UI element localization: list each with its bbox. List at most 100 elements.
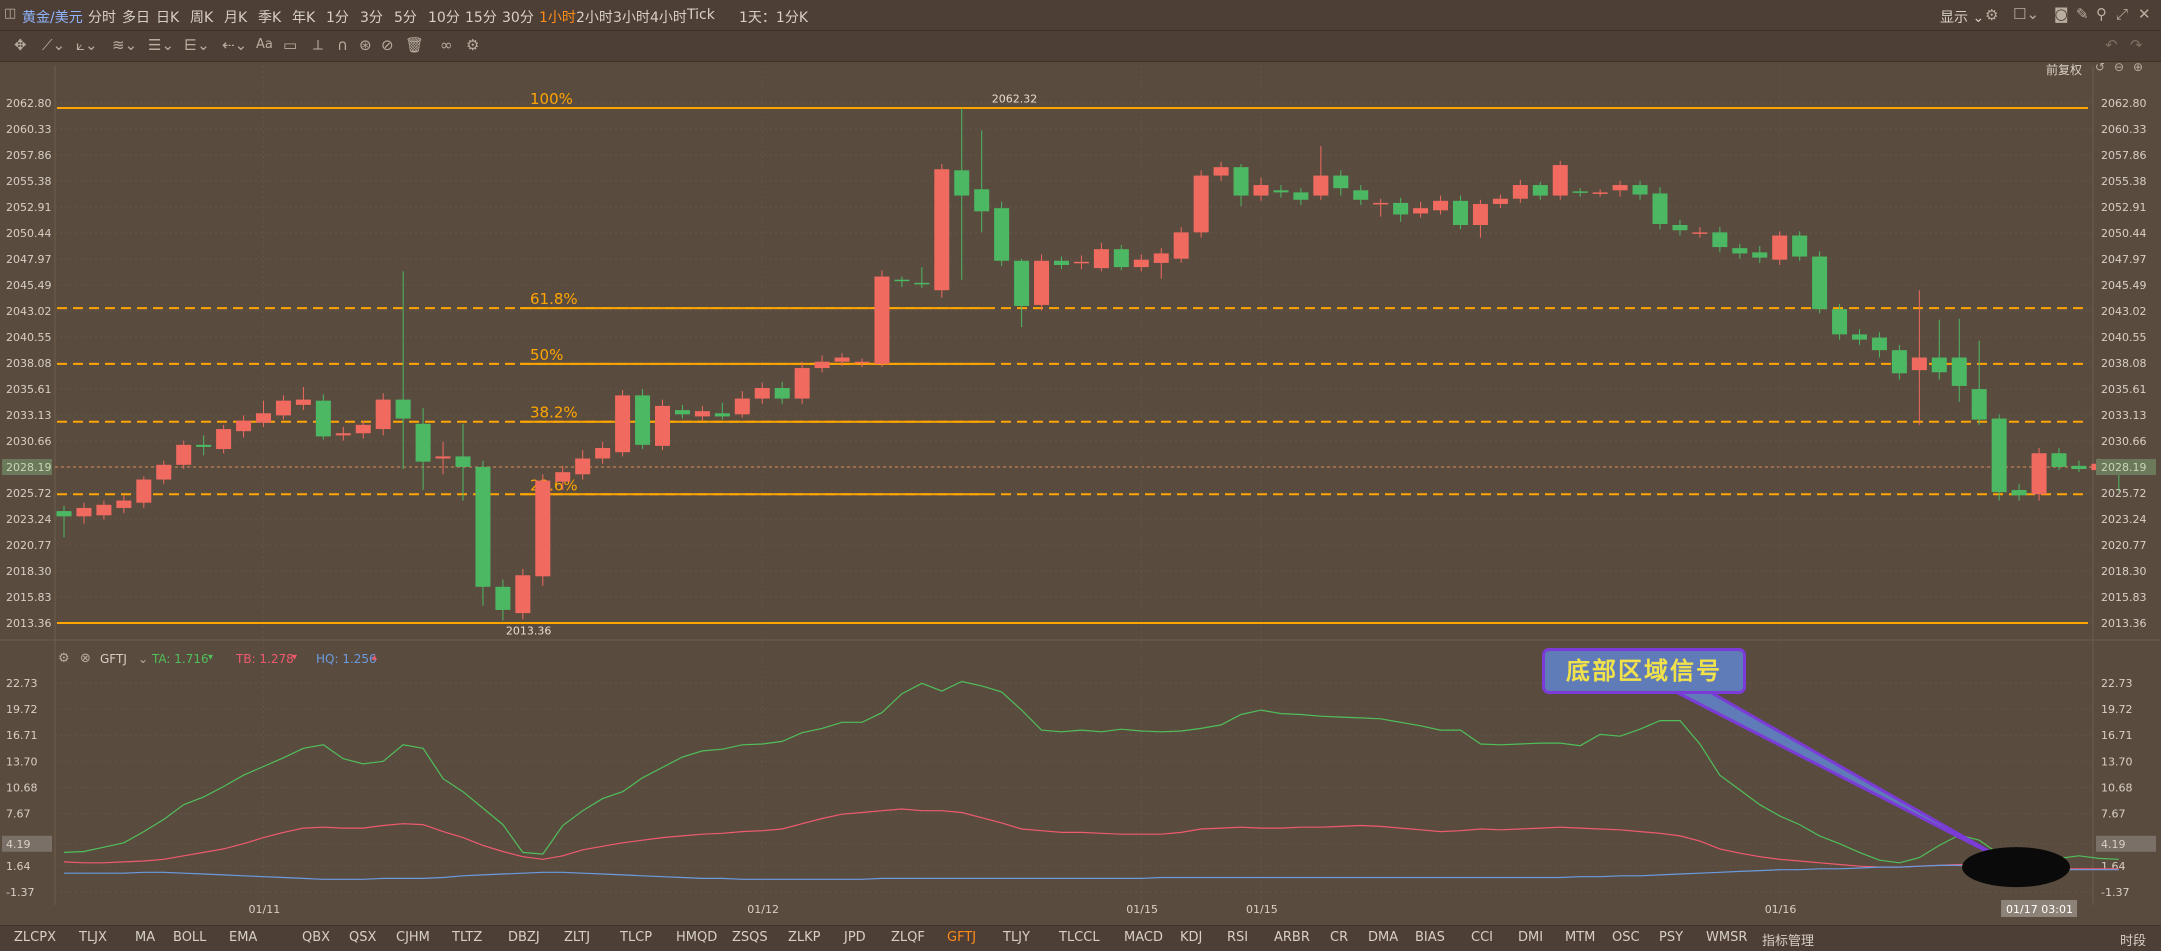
channel-icon[interactable]: ≋⌄ — [112, 36, 138, 54]
indicator-tab-22[interactable]: RSI — [1227, 930, 1249, 945]
brush-icon[interactable]: ⟋⌄ — [42, 36, 66, 54]
grid-draw-icon[interactable]: ☰⌄ — [148, 36, 175, 54]
trendline-icon[interactable]: ⟀⌄ — [76, 36, 98, 54]
expand-icon[interactable]: ⤢ — [2116, 5, 2129, 23]
period-tab-3[interactable]: 周K — [190, 10, 214, 26]
indicator-tab-0[interactable]: ZLCPX — [14, 930, 56, 945]
indicator-tab-5[interactable]: QBX — [302, 930, 331, 945]
reset-icon[interactable]: ↺ — [2095, 60, 2106, 74]
period-tab-2[interactable]: 日K — [156, 10, 180, 26]
period-tab-13[interactable]: 1小时 — [539, 10, 576, 26]
indicator-tab-1[interactable]: TLJX — [79, 930, 107, 945]
period-tab-11[interactable]: 15分 — [465, 10, 497, 26]
camera-icon[interactable]: ◙ — [2054, 5, 2069, 23]
redo-icon[interactable]: ↷ — [2130, 36, 2143, 54]
candle-body-73 — [1512, 185, 1528, 199]
fib-icon[interactable]: ⋿⌄ — [184, 36, 210, 54]
indicator-tab-23[interactable]: ARBR — [1274, 930, 1310, 945]
indicator-tab-29[interactable]: MTM — [1565, 930, 1596, 945]
indicator-tab-31[interactable]: PSY — [1659, 930, 1684, 945]
undo-icon[interactable]: ↶ — [2105, 36, 2118, 54]
move-icon[interactable]: ✥ — [14, 36, 27, 54]
zoom-in-icon[interactable]: ⊕ — [2133, 60, 2144, 74]
link-icon[interactable]: ⚲ — [2096, 5, 2107, 23]
candle-body-55 — [1153, 253, 1169, 263]
indicator-tab-18[interactable]: TLJY — [1003, 930, 1030, 945]
right-price-tick-16: 2023.24 — [2101, 513, 2147, 526]
indicator-tab-27[interactable]: CCI — [1471, 930, 1493, 945]
period-tab-8[interactable]: 3分 — [360, 10, 383, 26]
layout-icon[interactable]: ☐⌄ — [2013, 5, 2040, 23]
indicator-tab-20[interactable]: MACD — [1124, 930, 1163, 945]
indicator-settings-icon[interactable]: ⚙ — [58, 651, 70, 666]
arrow-icon[interactable]: ⇠⌄ — [222, 36, 248, 54]
indicator-tab-28[interactable]: DMI — [1518, 930, 1544, 945]
adjust-button[interactable]: 前复权 — [2046, 63, 2083, 77]
period-tab-0[interactable]: 分时 — [88, 10, 116, 26]
ruler-icon[interactable]: ⟂ — [313, 36, 324, 54]
indicator-tab-8[interactable]: TLTZ — [452, 930, 483, 945]
indicator-tab-6[interactable]: QSX — [349, 930, 377, 945]
indicator-dropdown-icon[interactable]: ⌄ — [138, 652, 149, 666]
indicator-tab-16[interactable]: ZLQF — [891, 930, 925, 945]
indicator-tab-25[interactable]: DMA — [1368, 930, 1399, 945]
symbol-label[interactable]: 黄金/美元 — [22, 10, 83, 26]
indicator-tab-14[interactable]: ZLKP — [788, 930, 821, 945]
indicator-name[interactable]: GFTJ — [100, 652, 127, 666]
indicator-tab-33[interactable]: 指标管理 — [1762, 934, 1815, 949]
period-tab-14[interactable]: 2小时 — [576, 10, 613, 26]
zoom-out-icon[interactable]: ⊖ — [2114, 60, 2125, 74]
indicator-tab-3[interactable]: BOLL — [173, 930, 207, 945]
indicator-tab-21[interactable]: KDJ — [1180, 930, 1203, 945]
indicator-tab-30[interactable]: OSC — [1612, 930, 1640, 945]
candle-body-101 — [2071, 465, 2087, 470]
candle-body-92 — [1891, 350, 1907, 374]
time-label-0: 01/11 — [249, 903, 281, 916]
indicator-tab-7[interactable]: CJHM — [396, 930, 430, 945]
period-tab-17[interactable]: Tick — [687, 7, 715, 23]
delete-icon[interactable]: 🗑 — [405, 36, 425, 54]
candle-body-21 — [475, 466, 491, 587]
indicator-tab-15[interactable]: JPD — [844, 930, 866, 945]
comment-icon[interactable]: ▭ — [283, 36, 298, 54]
indicator-close-icon[interactable]: ⊗ — [80, 651, 91, 666]
indicator-tab-11[interactable]: TLCP — [620, 930, 653, 945]
period-tab-6[interactable]: 年K — [292, 10, 316, 26]
indicator-tab-10[interactable]: ZLTJ — [564, 930, 591, 945]
indicator-tab-4[interactable]: EMA — [229, 930, 258, 945]
text-tool-icon[interactable]: Aa — [256, 37, 273, 52]
link-chart-icon[interactable]: ∞ — [440, 36, 453, 54]
sidebar-toggle-icon[interactable]: ◫ — [4, 6, 17, 21]
indicator-tab-32[interactable]: WMSR — [1706, 930, 1748, 945]
period-tab-1[interactable]: 多日 — [122, 10, 150, 26]
period-tab-7[interactable]: 1分 — [326, 10, 349, 26]
indicator-tab-17[interactable]: GFTJ — [947, 930, 977, 945]
magnet-icon[interactable]: ∩ — [337, 36, 348, 54]
candle-body-84 — [1732, 248, 1748, 254]
ind-right-tick-7: 1.64 — [2101, 860, 2126, 873]
period-tab-5[interactable]: 季K — [258, 10, 282, 26]
period-tab-10[interactable]: 10分 — [428, 10, 460, 26]
period-tab-18[interactable]: 1天：1分K — [739, 10, 808, 26]
period-tab-4[interactable]: 月K — [224, 10, 248, 26]
indicator-tab-24[interactable]: CR — [1330, 930, 1349, 945]
display-menu[interactable]: 显示 ⌄ — [1940, 10, 1985, 26]
indicator-tab-2[interactable]: MA — [135, 930, 156, 945]
period-tab-12[interactable]: 30分 — [502, 10, 534, 26]
lock-icon[interactable]: ⊛ — [359, 36, 372, 54]
period-tab-9[interactable]: 5分 — [394, 10, 417, 26]
close-icon[interactable]: ✕ — [2138, 5, 2151, 23]
hide-icon[interactable]: ⊘ — [381, 36, 394, 54]
period-tab-16[interactable]: 4小时 — [650, 10, 687, 26]
indicator-tab-26[interactable]: BIAS — [1415, 930, 1445, 945]
indicator-tab-12[interactable]: HMQD — [676, 930, 718, 945]
period-tab-15[interactable]: 3小时 — [613, 10, 650, 26]
indicator-tab-19[interactable]: TLCCL — [1059, 930, 1100, 945]
pen-icon[interactable]: ✎ — [2076, 5, 2089, 23]
session-button[interactable]: 时段 — [2120, 934, 2147, 949]
indicator-tab-13[interactable]: ZSQS — [732, 930, 768, 945]
settings-icon[interactable]: ⚙ — [1985, 6, 1999, 24]
draw-settings-icon[interactable]: ⚙ — [466, 36, 480, 54]
indicator-tab-9[interactable]: DBZJ — [508, 930, 540, 945]
